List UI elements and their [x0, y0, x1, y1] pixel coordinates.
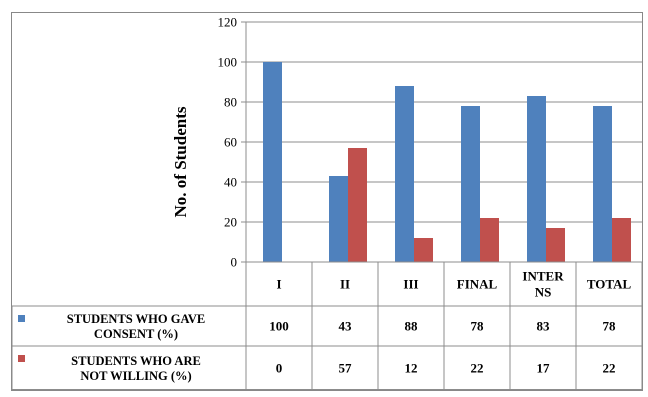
chart-border: [11, 12, 643, 391]
data-label: 17: [537, 361, 551, 376]
bar: [348, 148, 367, 262]
bar: [593, 106, 612, 262]
bar: [461, 106, 480, 262]
legend-label: NOT WILLING (%): [80, 369, 191, 383]
y-tick-label: 40: [224, 175, 237, 190]
data-label: 0: [276, 361, 283, 376]
y-tick-label: 0: [231, 255, 238, 270]
legend-label: CONSENT (%): [94, 327, 178, 341]
y-tick-label: 60: [224, 135, 237, 150]
bar: [527, 96, 546, 262]
bar: [480, 218, 499, 262]
data-label: 88: [405, 319, 419, 334]
category-label: I: [276, 277, 281, 292]
y-tick-label: 20: [224, 215, 237, 230]
category-label: INTER: [522, 269, 564, 284]
bar: [263, 62, 282, 262]
legend-label: STUDENTS WHO ARE: [71, 354, 201, 368]
bar: [414, 238, 433, 262]
data-label: 43: [339, 319, 353, 334]
y-tick-label: 100: [218, 55, 238, 70]
y-axis-label: No. of Students: [171, 106, 190, 217]
data-label: 78: [471, 319, 485, 334]
data-label: 22: [471, 361, 484, 376]
data-label: 83: [537, 319, 551, 334]
y-tick-label: 80: [224, 95, 237, 110]
data-label: 100: [269, 319, 289, 334]
bar: [329, 176, 348, 262]
data-label: 78: [603, 319, 617, 334]
category-label: NS: [535, 285, 552, 300]
bar: [546, 228, 565, 262]
legend-label: STUDENTS WHO GAVE: [67, 312, 205, 326]
y-tick-label: 120: [218, 15, 238, 30]
data-label: 12: [405, 361, 418, 376]
bar: [612, 218, 631, 262]
legend-swatch: [18, 315, 25, 322]
bar: [395, 86, 414, 262]
category-label: III: [403, 277, 418, 292]
category-label: II: [340, 277, 350, 292]
data-label: 22: [603, 361, 616, 376]
data-label: 57: [339, 361, 353, 376]
legend-swatch: [18, 355, 25, 362]
category-label: TOTAL: [587, 277, 632, 292]
category-label: FINAL: [457, 277, 498, 292]
